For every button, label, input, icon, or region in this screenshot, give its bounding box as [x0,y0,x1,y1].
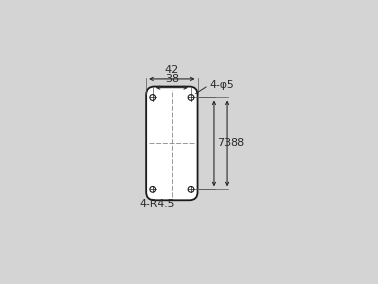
Text: 38: 38 [165,74,179,84]
Text: 4-R4.5: 4-R4.5 [139,199,175,208]
Text: 4-φ5: 4-φ5 [209,80,234,91]
Text: 88: 88 [231,138,245,149]
Text: 73: 73 [217,138,231,149]
Text: 42: 42 [165,64,179,74]
FancyBboxPatch shape [146,87,198,200]
